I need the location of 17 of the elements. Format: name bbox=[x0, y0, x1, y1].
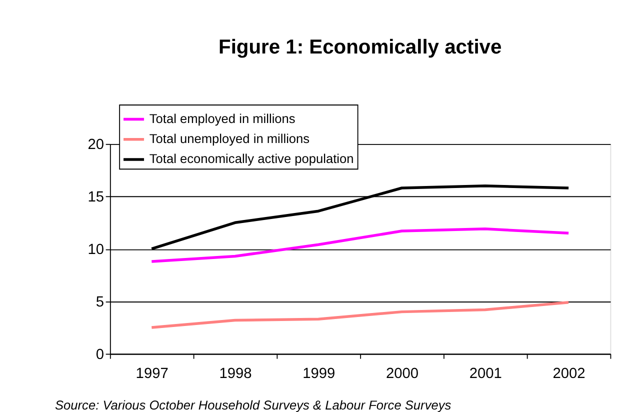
x-tick-label: 1997 bbox=[136, 366, 168, 382]
x-tick-label: 2002 bbox=[552, 366, 586, 382]
x-tick-label: 1999 bbox=[302, 366, 336, 382]
y-tick-label: 15 bbox=[88, 189, 104, 206]
y-tick-label: 5 bbox=[96, 294, 104, 310]
x-tick-label: 2001 bbox=[469, 366, 502, 382]
line-series bbox=[150, 300, 570, 329]
x-tick-label: 1998 bbox=[219, 366, 252, 382]
legend-label: Total unemployed in millions bbox=[149, 131, 310, 146]
legend-label: Total economically active population bbox=[149, 151, 354, 166]
x-tick-label: 2000 bbox=[386, 366, 419, 382]
legend-label: Total employed in millions bbox=[149, 110, 296, 126]
line-series bbox=[150, 228, 570, 263]
y-tick-label: 10 bbox=[88, 242, 104, 258]
y-tick-label: 20 bbox=[88, 136, 104, 153]
y-tick-label: 0 bbox=[96, 346, 104, 363]
chart-title: Figure 1: Economically active bbox=[218, 36, 502, 59]
